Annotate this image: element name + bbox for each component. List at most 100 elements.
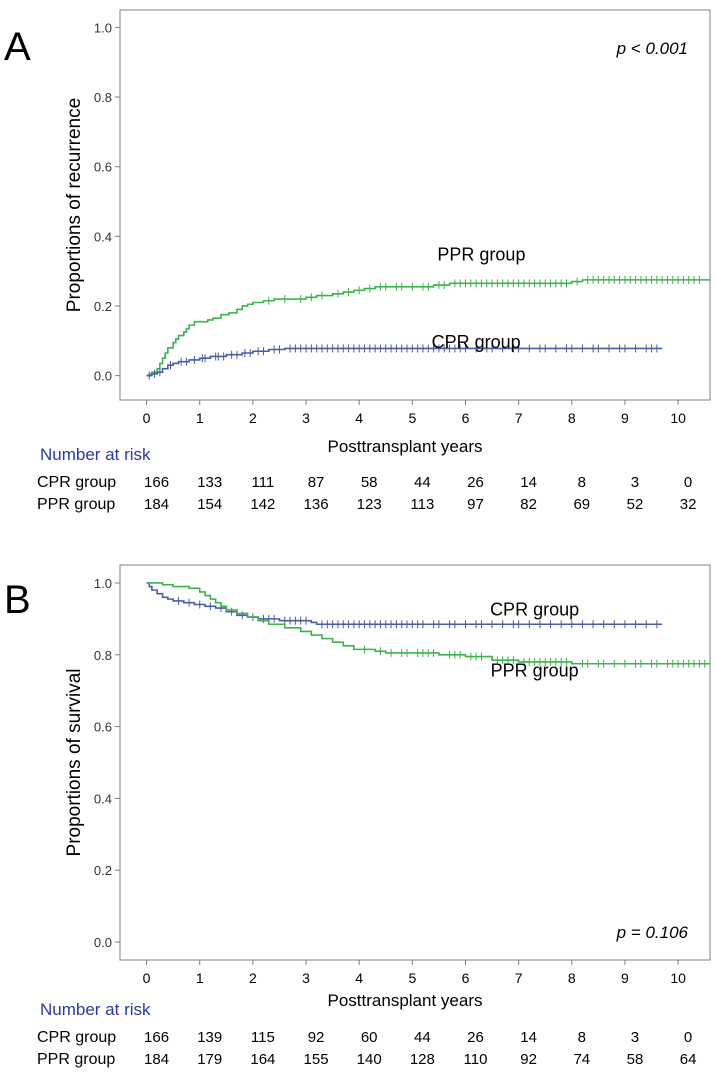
panel-a: A0.00.20.40.60.81.00 1 2 3 4 5 6 7 8 9 10Proportio…	[4, 9, 711, 513]
y-tick-label: 0.6	[94, 160, 112, 175]
risk-count: 52	[627, 496, 644, 513]
y-tick-label: 0.2	[94, 863, 112, 878]
risk-count: 111	[251, 474, 274, 491]
x-tick-label: 8	[568, 410, 576, 426]
risk-count: 179	[197, 1051, 222, 1068]
panel-label: A	[4, 25, 31, 69]
risk-count: 58	[627, 1051, 644, 1068]
series-label: CPR group	[432, 332, 521, 352]
y-tick-label: 0.8	[94, 90, 112, 105]
risk-count: 14	[520, 1029, 537, 1046]
km-step-line	[146, 279, 710, 377]
x-tick-label: 9	[621, 970, 629, 986]
number-at-risk-table: Number at risk CPR group 166 133 111 87 58 44 26…	[37, 445, 696, 513]
risk-count: 3	[631, 1029, 639, 1046]
x-tick-label: 0	[143, 410, 151, 426]
p-value-annotation: p = 0.106	[616, 923, 689, 942]
x-tick-label: 2	[249, 970, 257, 986]
series-cpr-group: CPR group	[146, 582, 663, 629]
number-at-risk-table: Number at risk CPR group 166 139 115 92 60 44 26…	[37, 1000, 696, 1068]
x-tick-label: 1	[196, 410, 204, 426]
x-axis-label: Posttransplant years	[328, 437, 483, 456]
risk-count: 166	[144, 1029, 169, 1046]
x-tick-label: 3	[302, 410, 310, 426]
risk-count: 44	[414, 474, 431, 491]
y-tick-label: 0.6	[94, 720, 112, 735]
y-tick-label: 0.8	[94, 648, 112, 663]
y-tick-label: 0.0	[94, 935, 112, 950]
risk-count: 164	[250, 1051, 275, 1068]
plot-frame	[119, 564, 711, 961]
risk-count: 26	[467, 474, 484, 491]
x-tick-label: 10	[670, 410, 686, 426]
x-tick-label: 6	[462, 970, 470, 986]
risk-count: 8	[578, 1029, 586, 1046]
risk-count: 14	[520, 474, 537, 491]
x-axis-label: Posttransplant years	[328, 991, 483, 1010]
y-axis-label: Proportions of recurrence	[64, 98, 85, 312]
risk-count: 26	[467, 1029, 484, 1046]
risk-count: 184	[144, 496, 169, 513]
series-ppr-group: PPR group	[146, 245, 710, 377]
x-tick-label: 5	[408, 410, 416, 426]
p-value-annotation: p < 0.001	[616, 39, 688, 58]
y-tick-label: 0.4	[94, 229, 112, 244]
risk-table-title: Number at risk	[40, 445, 151, 464]
y-axis-label: Proportions of survival	[64, 669, 85, 857]
series-label: PPR group	[437, 245, 525, 265]
risk-count: 110	[464, 1051, 488, 1068]
series-label: PPR group	[491, 660, 579, 680]
risk-row-label: CPR group	[37, 1029, 116, 1046]
risk-row-label: PPR group	[37, 496, 115, 513]
risk-count: 154	[197, 496, 222, 513]
x-tick-label: 8	[568, 970, 576, 986]
risk-count: 136	[304, 496, 329, 513]
km-step-line	[146, 582, 663, 626]
x-tick-label: 4	[355, 970, 363, 986]
y-tick-label: 1.0	[94, 20, 112, 35]
x-tick-label: 7	[515, 410, 523, 426]
risk-count: 139	[197, 1029, 222, 1046]
plot-frame	[119, 9, 711, 401]
risk-count: 92	[308, 1029, 325, 1046]
risk-count: 142	[250, 496, 275, 513]
risk-count: 0	[684, 474, 692, 491]
x-tick-label: 3	[302, 970, 310, 986]
risk-count: 74	[573, 1051, 590, 1068]
series-ppr-group: PPR group	[146, 582, 710, 680]
risk-count: 8	[578, 474, 586, 491]
x-tick-label: 7	[515, 970, 523, 986]
y-tick-label: 0.0	[94, 369, 112, 384]
x-tick-label: 0	[143, 970, 151, 986]
risk-count: 58	[361, 474, 378, 491]
x-tick-label: 1	[196, 970, 204, 986]
risk-row-label: PPR group	[37, 1051, 115, 1068]
x-tick-label: 6	[462, 410, 470, 426]
risk-count: 133	[197, 474, 222, 491]
risk-count: 82	[520, 496, 537, 513]
x-tick-label: 4	[355, 410, 363, 426]
risk-count: 64	[680, 1051, 697, 1068]
km-step-line	[146, 582, 710, 665]
x-tick-label: 10	[670, 970, 686, 986]
risk-count: 184	[144, 1051, 169, 1068]
risk-count: 32	[680, 496, 697, 513]
x-tick-label: 9	[621, 410, 629, 426]
risk-count: 123	[357, 496, 382, 513]
risk-count: 166	[144, 474, 169, 491]
risk-count: 60	[361, 1029, 378, 1046]
panel-b: B 0.0 0.2 0.4 0.6 0.8 1.0 0 1 2 3 4 5 6 7 8 9 10 Proportio…	[4, 564, 711, 1068]
risk-count: 3	[631, 474, 639, 491]
risk-count: 128	[410, 1051, 435, 1068]
x-tick-label: 2	[249, 410, 257, 426]
series-label: CPR group	[490, 599, 579, 619]
risk-count: 140	[357, 1051, 382, 1068]
risk-count: 0	[684, 1029, 692, 1046]
risk-row-label: CPR group	[37, 474, 116, 491]
panel-label: B	[4, 578, 31, 622]
y-tick-label: 1.0	[94, 576, 112, 591]
risk-count: 87	[308, 474, 325, 491]
risk-count: 92	[520, 1051, 537, 1068]
risk-count: 44	[414, 1029, 431, 1046]
